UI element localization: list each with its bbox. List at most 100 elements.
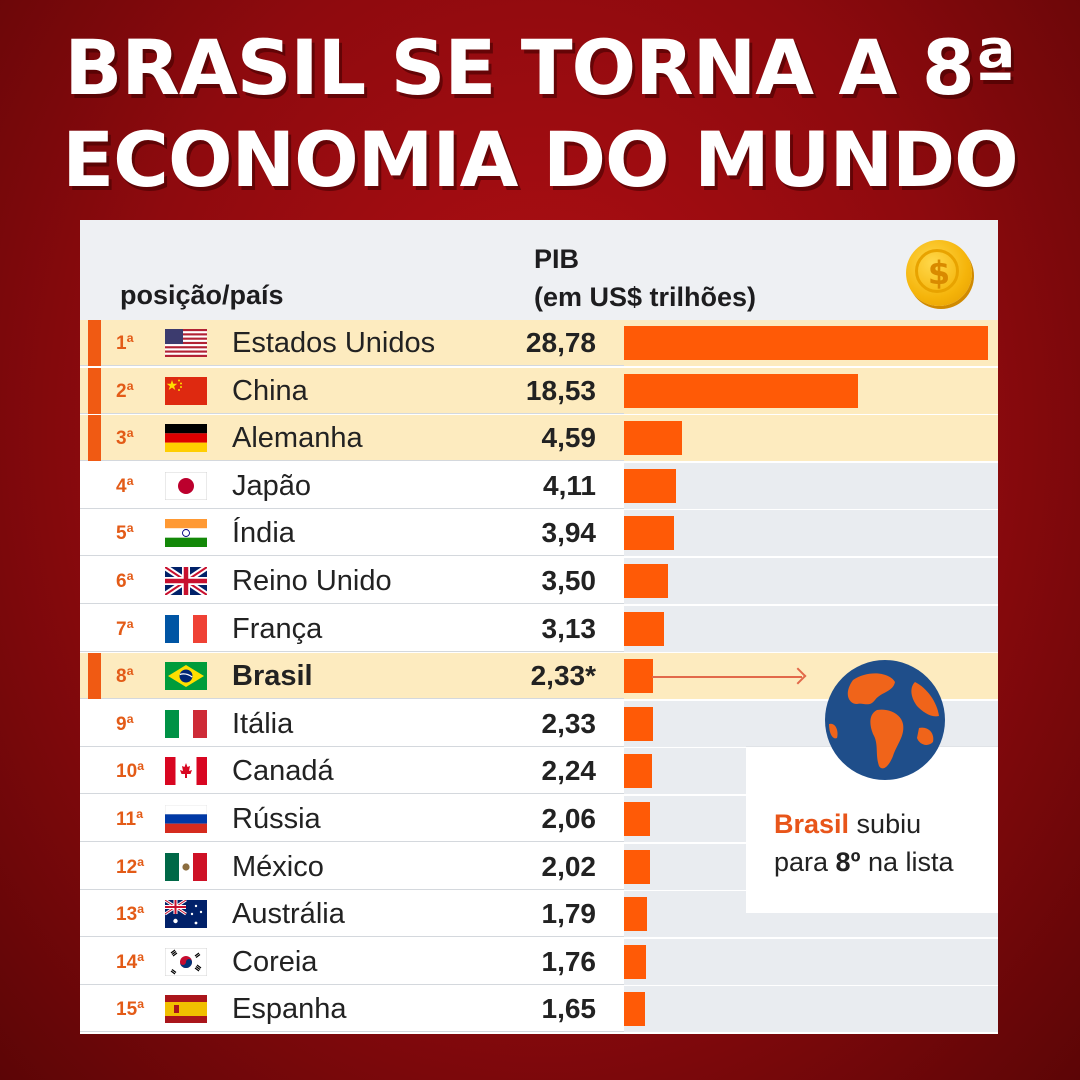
bar-track (624, 415, 998, 462)
gdp-value-label: 2,02 (541, 850, 597, 882)
callout-subiu: subiu (849, 809, 922, 839)
gdp-bar (624, 706, 654, 741)
headline-line-1: BRASIL SE TORNA A 8ª (64, 23, 1016, 112)
country-name: Índia (232, 517, 295, 550)
in-flag-icon (165, 519, 207, 548)
bar-track (624, 986, 998, 1033)
table-row: 6ª Reino Unido 3,50 (80, 558, 998, 604)
callout-rest: na lista (860, 847, 954, 877)
highlight-marker (88, 320, 101, 366)
gdp-bar (624, 659, 654, 694)
country-name: França (232, 612, 323, 645)
country-name: Reino Unido (232, 565, 392, 597)
country-name: Austrália (232, 898, 345, 931)
country-name: Itália (232, 707, 294, 740)
country-name: Coreia (232, 945, 318, 978)
fr-flag-icon (165, 614, 207, 643)
gdp-bar (624, 754, 653, 789)
rank-label: 11ª (116, 809, 144, 830)
gdp-value-label: 4,11 (543, 469, 596, 501)
es-flag-icon (165, 995, 207, 1024)
bar-track (624, 510, 998, 557)
callout-brasil: Brasil (774, 809, 850, 839)
gdp-ranking-panel: posição/país PIB (em US$ trilhões) $ 1ª E… (80, 220, 998, 1034)
rank-label: 15ª (116, 999, 145, 1021)
table-row: 13ª Austrália 1,79 (80, 891, 998, 938)
kr-flag-icon (165, 947, 207, 976)
rank-label: 5ª (116, 523, 134, 545)
rank-label: 12ª (116, 856, 145, 878)
rank-label: 2ª (116, 380, 134, 402)
gdp-value-label: 1,79 (541, 898, 597, 930)
us-flag-icon (165, 329, 207, 357)
highlight-marker (88, 415, 101, 462)
ru-flag-icon (165, 805, 207, 833)
globe-icon (825, 660, 945, 780)
country-name: Estados Unidos (232, 327, 436, 359)
column-header-position: posição/país (120, 280, 284, 310)
country-name: México (232, 850, 324, 883)
de-flag-icon (165, 424, 207, 453)
country-name: Alemanha (232, 422, 363, 455)
gdp-value-label: 2,06 (541, 803, 597, 834)
gdp-value-label: 1,65 (541, 993, 597, 1025)
gdp-bar (624, 802, 651, 836)
gdp-value-label: 1,76 (541, 945, 597, 977)
rank-label: 13ª (116, 904, 145, 926)
country-name: Rússia (232, 803, 321, 835)
it-flag-icon (165, 709, 207, 738)
table-row: 5ª Índia 3,94 (80, 510, 998, 557)
country-name: Canadá (232, 755, 334, 788)
headline-line-2: ECONOMIA DO MUNDO (62, 115, 1019, 204)
gdp-bar (624, 944, 647, 979)
au-flag-icon (165, 900, 207, 929)
rank-label: 9ª (116, 713, 134, 735)
gdp-value-label: 2,24 (541, 755, 597, 787)
br-flag-icon (165, 662, 207, 691)
table-row: 2ª China 18,53 (80, 367, 998, 414)
gdp-bar (624, 516, 674, 551)
gdp-bar (624, 326, 988, 360)
table-row: 7ª França 3,13 (80, 605, 998, 652)
table-row: 3ª Alemanha 4,59 (80, 415, 998, 462)
gdp-value-label: 3,13 (541, 612, 597, 644)
highlight-marker (88, 653, 101, 700)
gdp-value-label: 2,33 (541, 707, 597, 739)
rank-label: 4ª (116, 475, 134, 497)
gdp-bar (624, 564, 669, 598)
gdp-value-label: 3,50 (541, 565, 597, 596)
gdp-value-label: 18,53 (525, 374, 596, 406)
gdp-bar (624, 468, 676, 503)
table-header: posição/país PIB (em US$ trilhões) $ (80, 220, 998, 320)
column-header-pib-line-1: PIB (534, 244, 580, 274)
column-header-pib: PIB (em US$ trilhões) (534, 240, 756, 316)
table-row: 14ª Coreia 1,76 (80, 938, 998, 985)
uk-flag-icon (165, 567, 207, 595)
jp-flag-icon (165, 471, 207, 500)
gdp-value-label: 28,78 (525, 327, 596, 358)
bar-track (624, 558, 998, 604)
country-name: Japão (232, 469, 312, 502)
bar-track (624, 605, 998, 652)
gdp-value-label: 4,59 (541, 422, 597, 454)
country-name: Espanha (232, 993, 347, 1026)
mx-flag-icon (165, 852, 207, 881)
rank-label: 8ª (116, 666, 134, 688)
dollar-sign: $ (927, 254, 951, 292)
rank-label: 10ª (116, 761, 145, 783)
gdp-bar (624, 849, 650, 884)
arrow-line (652, 676, 802, 678)
callout-line-2: para 8º na lista (774, 843, 954, 881)
column-header-pib-line-2: (em US$ trilhões) (534, 282, 757, 312)
country-name: Brasil (232, 660, 313, 693)
ca-flag-icon (165, 757, 207, 786)
gdp-bar (624, 373, 859, 408)
table-row: 4ª Japão 4,11 (80, 462, 998, 509)
highlight-marker (88, 367, 101, 414)
coin-icon: $ (906, 240, 972, 306)
rank-label: 14ª (116, 951, 145, 973)
callout-para: para (774, 847, 836, 877)
headline: BRASIL SE TORNA A 8ª ECONOMIA DO MUNDO (0, 22, 1080, 206)
cn-flag-icon (165, 376, 207, 405)
table-row: 15ª Espanha 1,65 (80, 986, 998, 1033)
